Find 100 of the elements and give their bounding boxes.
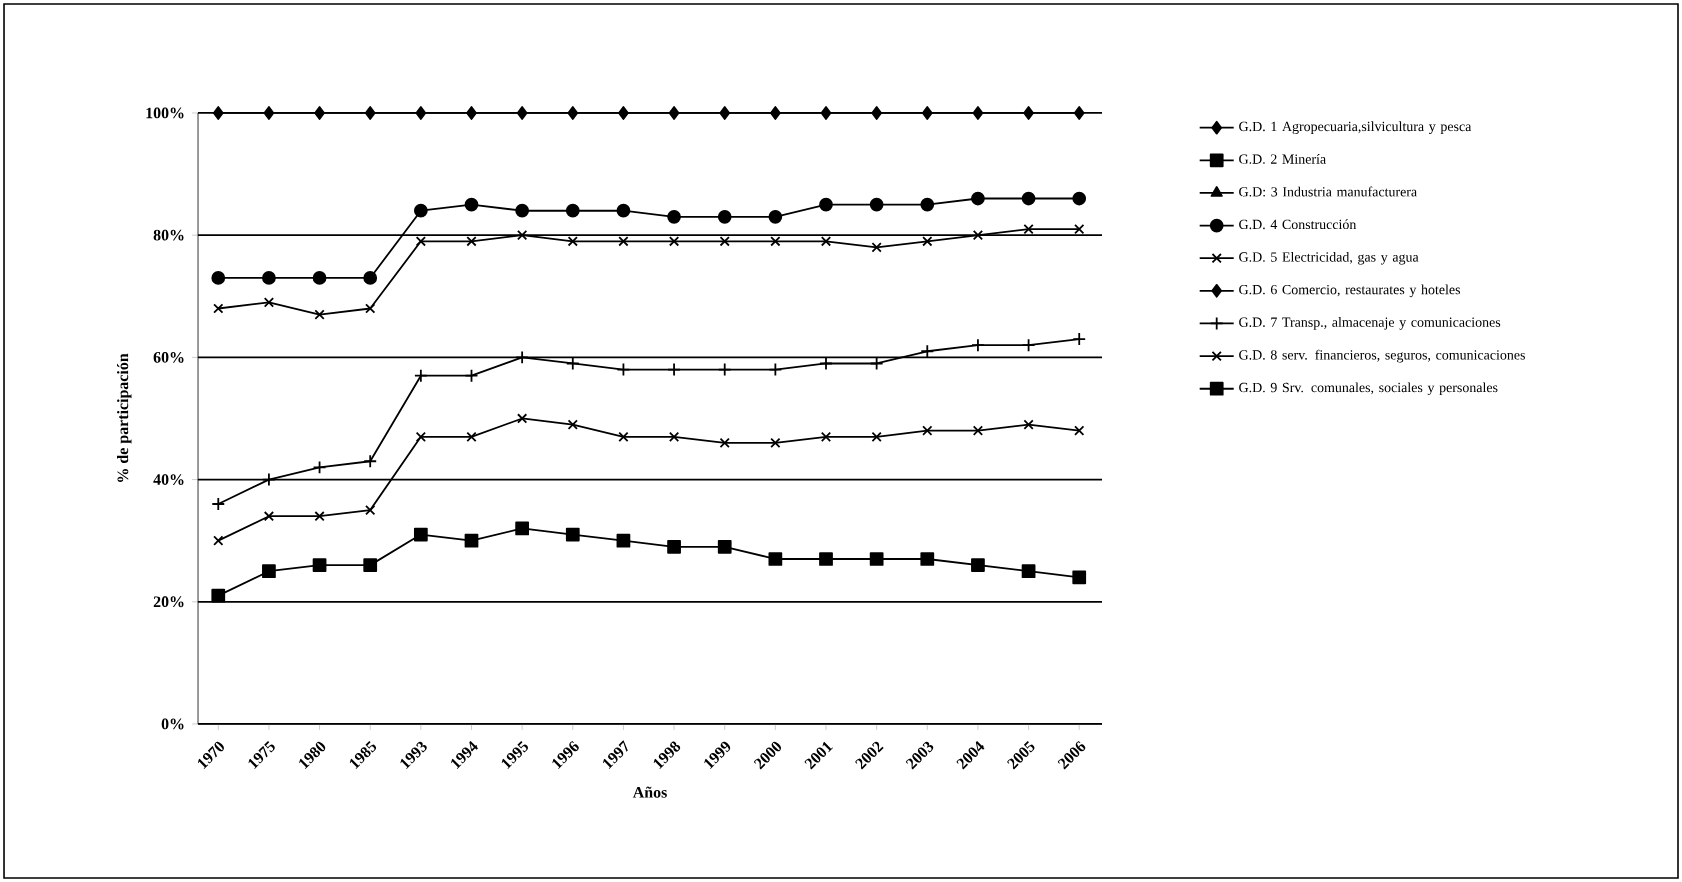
point (668, 236, 680, 247)
point (667, 539, 681, 554)
point (920, 344, 935, 359)
point (363, 271, 378, 285)
point (1073, 106, 1085, 120)
point (415, 431, 426, 442)
point (1021, 191, 1036, 206)
point (517, 230, 528, 241)
point (213, 535, 224, 546)
point (312, 271, 327, 285)
point (211, 271, 226, 285)
point (516, 106, 528, 120)
point (213, 303, 224, 314)
point (971, 558, 985, 572)
point (517, 413, 528, 424)
point (616, 362, 631, 377)
point (413, 203, 428, 218)
point (312, 558, 327, 572)
point (869, 356, 884, 371)
point (464, 368, 479, 383)
point (871, 242, 882, 253)
point (922, 425, 933, 436)
point (1023, 419, 1034, 430)
point (314, 309, 325, 320)
point (1021, 564, 1036, 579)
point (365, 504, 376, 516)
point (768, 362, 783, 377)
point (363, 558, 378, 572)
point (515, 203, 530, 218)
point (820, 431, 832, 442)
point (770, 236, 781, 247)
point (466, 106, 477, 120)
point (1023, 223, 1034, 235)
point (312, 460, 327, 475)
point (871, 106, 883, 120)
point (464, 533, 479, 548)
point (365, 303, 376, 314)
point (768, 552, 783, 566)
point (466, 236, 477, 247)
point (869, 552, 884, 566)
point (668, 431, 680, 442)
point (972, 106, 984, 120)
point (616, 533, 631, 548)
point (667, 209, 681, 224)
point (971, 191, 985, 206)
point (618, 236, 629, 247)
point (1072, 332, 1087, 346)
point (565, 356, 580, 371)
point (921, 106, 933, 120)
point (1072, 570, 1087, 585)
point (1074, 425, 1085, 436)
point (972, 230, 984, 241)
point (769, 106, 781, 120)
point (464, 197, 479, 212)
point (719, 437, 730, 449)
point (618, 106, 629, 120)
point (314, 106, 325, 120)
point (515, 350, 530, 365)
point (668, 106, 680, 120)
point (567, 236, 578, 247)
point (922, 236, 933, 247)
point (920, 197, 935, 212)
point (972, 425, 984, 436)
point (971, 338, 985, 353)
point (565, 203, 580, 218)
point (871, 431, 882, 442)
point (1072, 191, 1087, 206)
point (1023, 106, 1034, 120)
point (263, 106, 275, 120)
point (717, 539, 732, 554)
point (567, 419, 578, 430)
point (262, 564, 276, 579)
point (768, 209, 783, 224)
point (770, 437, 781, 449)
point (820, 106, 832, 120)
point (263, 297, 275, 308)
point (466, 431, 477, 442)
point (567, 106, 579, 120)
point (413, 368, 428, 383)
point (616, 203, 631, 218)
point (1074, 223, 1085, 235)
point (667, 362, 681, 377)
point (211, 497, 226, 511)
point (819, 197, 833, 212)
point (262, 472, 276, 487)
point (1021, 338, 1036, 353)
point (415, 236, 426, 247)
point (820, 236, 832, 247)
point (819, 356, 833, 371)
point (515, 521, 530, 536)
point (618, 431, 629, 442)
point (869, 197, 884, 212)
point (719, 106, 731, 120)
point (819, 552, 833, 566)
point (314, 511, 325, 522)
point (415, 106, 427, 120)
point (413, 527, 428, 542)
point (565, 527, 580, 542)
point (211, 588, 226, 603)
point (262, 271, 276, 285)
